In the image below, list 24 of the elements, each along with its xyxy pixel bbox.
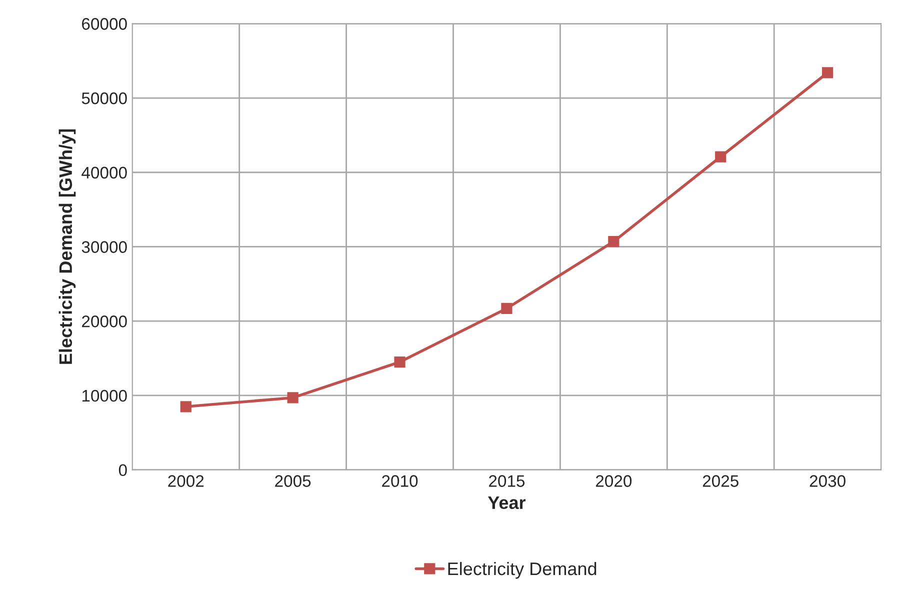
- y-tick-label: 50000: [82, 92, 127, 104]
- y-tick-label: 60000: [82, 18, 127, 30]
- x-tick-label: 2020: [596, 475, 632, 487]
- y-tick-label: 30000: [82, 241, 127, 253]
- y-axis-title: Electricity Demand [GWh/y]: [58, 129, 76, 364]
- point: [287, 392, 298, 404]
- x-axis-title: Year: [488, 496, 526, 510]
- point: [608, 236, 620, 248]
- x-tick-label: 2005: [275, 475, 311, 487]
- y-tick-label: 40000: [82, 166, 127, 179]
- legend-label: Electricity Demand: [448, 562, 596, 579]
- y-tick-label: 20000: [82, 316, 127, 328]
- y-tick-label: 10000: [82, 390, 127, 402]
- x-tick-label: 2030: [810, 475, 846, 487]
- x-tick-label: 2015: [489, 475, 525, 487]
- y-tick-label: 0: [118, 464, 127, 476]
- point: [501, 302, 512, 314]
- x-tick-label: 2025: [702, 475, 738, 487]
- x-tick-label: 2010: [382, 475, 418, 487]
- point: [394, 356, 406, 368]
- x-tick-label: 2002: [168, 475, 204, 487]
- point: [822, 67, 834, 78]
- point: [180, 401, 192, 412]
- point: [715, 151, 726, 162]
